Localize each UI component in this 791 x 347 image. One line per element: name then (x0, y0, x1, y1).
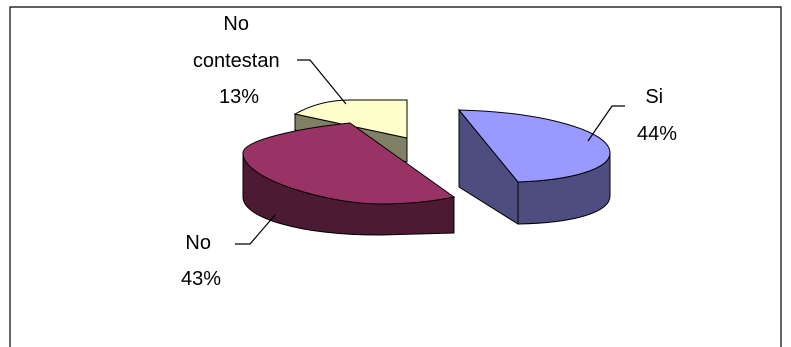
leader-line-no (235, 214, 276, 245)
data-label-no-contestan-line3: 13% (219, 86, 259, 108)
data-label-no-contestan-line1: No (223, 13, 249, 35)
data-label-no-contestan-line2: contestan (193, 50, 280, 72)
data-label-no-line2: 43% (181, 268, 221, 290)
data-label-si-line1: Si (645, 86, 663, 108)
slice-si (457, 108, 611, 225)
leader-line-si (587, 105, 625, 142)
data-label-no: No 43% (181, 232, 221, 290)
slice-no-top (242, 122, 456, 205)
data-label-si: Si 44% (637, 86, 677, 145)
data-label-si-line2: 44% (637, 123, 677, 145)
slice-si-top (457, 109, 611, 183)
plot-area-border (9, 6, 782, 347)
data-label-no-line1: No (185, 232, 211, 254)
data-label-no-contestan: No contestan 13% (193, 13, 285, 108)
slice-no (242, 122, 456, 236)
slice-no-contestan-top (293, 99, 408, 139)
leader-line-no-contestan (297, 59, 347, 105)
